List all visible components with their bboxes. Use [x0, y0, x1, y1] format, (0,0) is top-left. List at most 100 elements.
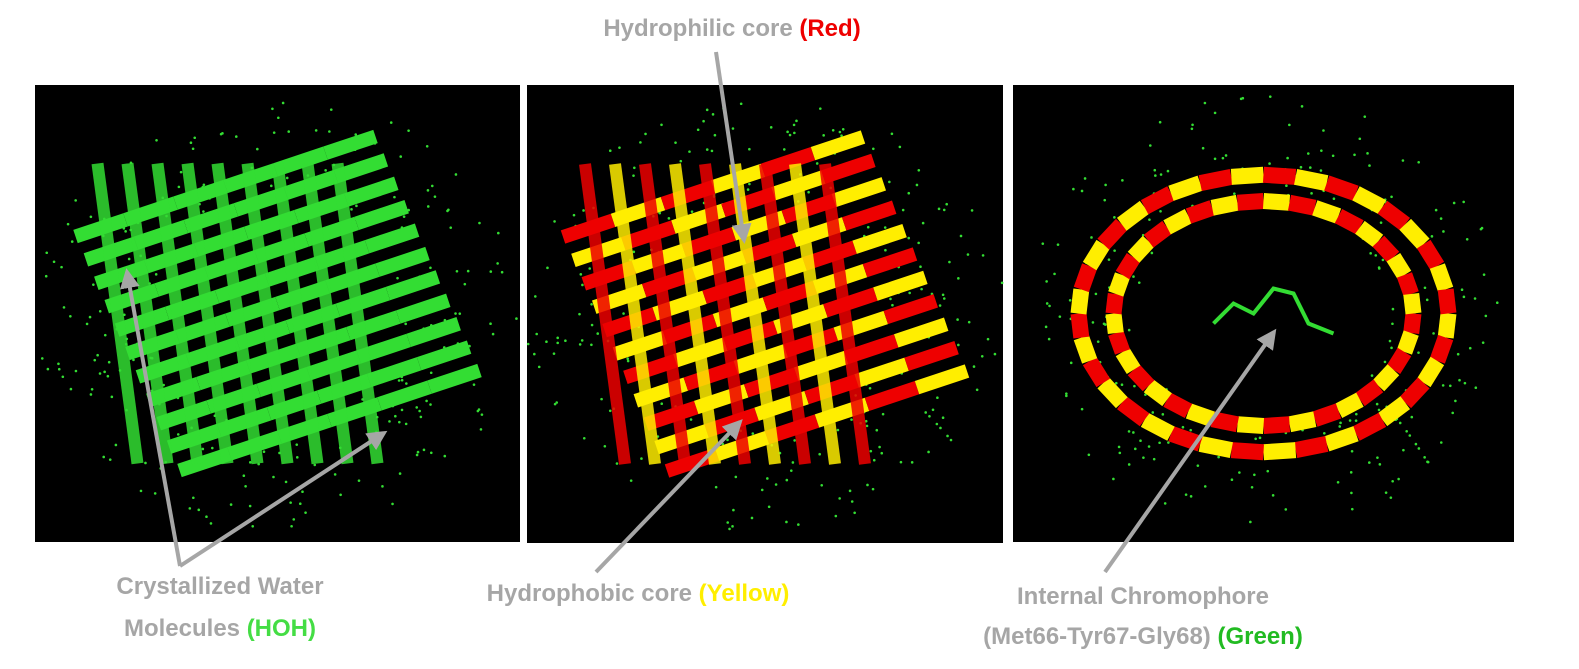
water-dot [898, 145, 902, 149]
water-dot [110, 395, 114, 399]
strand [335, 286, 391, 317]
water-dot [838, 497, 841, 500]
water-dot [1377, 408, 1381, 412]
strand [1140, 412, 1175, 441]
water-dot [959, 234, 963, 238]
arrow [1103, 328, 1277, 574]
water-dot [425, 144, 429, 148]
water-dot [153, 492, 157, 495]
annotation-highlight: (Red) [799, 15, 860, 42]
water-dot [1384, 491, 1388, 494]
strand [1372, 364, 1400, 392]
water-dot [993, 352, 997, 356]
water-dot [786, 130, 789, 134]
strand [1324, 175, 1359, 201]
water-dot [836, 428, 840, 432]
strand [1116, 396, 1150, 427]
water-dot [1474, 386, 1478, 389]
water-dot [1410, 415, 1414, 419]
arrow [594, 419, 743, 574]
water-dot [674, 141, 677, 144]
strand [669, 163, 721, 465]
panel-green [35, 85, 520, 542]
water-dot [1323, 431, 1326, 435]
water-dot [1331, 154, 1335, 158]
water-dot [402, 215, 406, 218]
water-dot [1221, 156, 1225, 160]
strand [823, 287, 878, 318]
water-dot [866, 225, 870, 229]
strand [1352, 412, 1387, 441]
water-dot [1041, 242, 1045, 245]
strand [1396, 272, 1419, 297]
water-dot [497, 231, 500, 235]
water-dot [660, 123, 663, 127]
water-dot [1408, 434, 1412, 437]
water-dot [62, 306, 66, 309]
water-dot [872, 147, 875, 151]
chromophore [1212, 286, 1335, 336]
strand [1116, 200, 1150, 231]
water-dot [1127, 328, 1131, 332]
water-dot [202, 183, 206, 187]
strand [114, 306, 170, 337]
water-dot [443, 454, 447, 458]
strand [810, 130, 866, 161]
water-dot [782, 148, 786, 151]
water-dot [478, 221, 481, 225]
water-dot [1144, 393, 1147, 396]
water-dot [1191, 123, 1194, 127]
water-dot [1047, 337, 1051, 341]
annotation-text: Hydrophilic core [603, 15, 792, 42]
water-dot [357, 479, 361, 482]
water-dot [407, 129, 410, 132]
water-dot [1114, 381, 1118, 385]
water-dot [1189, 428, 1193, 432]
water-dot [713, 133, 717, 137]
water-dot [751, 432, 755, 435]
water-dot [154, 273, 158, 276]
water-dot [429, 403, 432, 406]
annotation: (Met66-Tyr67-Gly68) (Green) [983, 623, 1303, 650]
strand [133, 219, 189, 250]
water-dot [1354, 419, 1358, 422]
water-dot [339, 493, 342, 497]
water-dot [397, 379, 401, 382]
water-dot [1141, 233, 1145, 237]
water-dot [1439, 441, 1443, 444]
strand [1386, 253, 1412, 280]
water-dot [284, 480, 288, 484]
strand [1312, 200, 1342, 224]
water-dot [957, 277, 960, 280]
water-dot [1451, 411, 1455, 415]
water-dot [257, 462, 260, 466]
water-dot [1397, 477, 1400, 481]
water-dot [1388, 339, 1392, 343]
water-dot [1319, 169, 1323, 172]
water-dot [1473, 297, 1477, 300]
water-dot [838, 130, 842, 134]
water-dot [746, 188, 750, 191]
water-dot [251, 524, 255, 528]
water-dot [928, 414, 931, 418]
water-dot [633, 166, 636, 170]
strand [1185, 403, 1215, 427]
water-dot [632, 174, 635, 177]
strand [301, 162, 354, 465]
water-dot [114, 443, 118, 447]
water-dot [333, 473, 337, 476]
water-dot [924, 411, 927, 414]
water-dot [1161, 413, 1165, 416]
water-dot [1452, 201, 1456, 205]
strand [1334, 208, 1364, 235]
water-dot [248, 461, 252, 464]
water-dot [1339, 421, 1342, 425]
strand [1163, 392, 1193, 419]
water-dot [1096, 340, 1100, 343]
water-dot [853, 511, 856, 515]
water-dot [400, 408, 404, 412]
water-dot [915, 183, 919, 187]
water-dot [1284, 508, 1288, 511]
water-dot [1249, 520, 1252, 524]
water-dot [93, 358, 97, 362]
